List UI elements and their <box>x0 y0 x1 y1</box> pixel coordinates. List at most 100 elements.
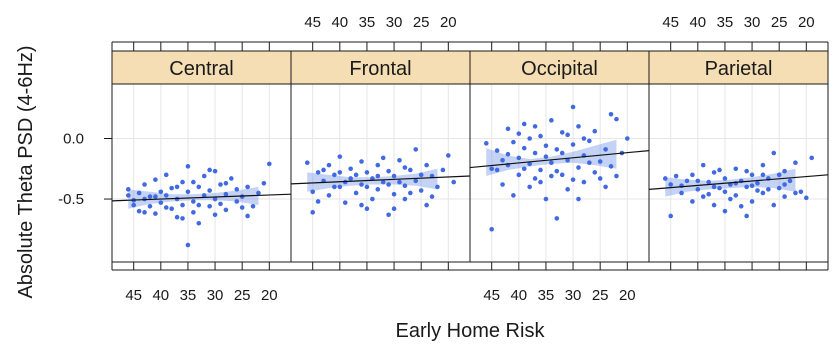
data-point <box>218 182 223 187</box>
x-tick-label: 30 <box>207 287 224 304</box>
data-point <box>386 168 391 174</box>
data-point <box>342 200 348 205</box>
data-point <box>446 153 451 158</box>
data-point <box>364 184 370 190</box>
data-point <box>153 194 158 199</box>
data-point <box>158 189 164 195</box>
x-tick-label: 45 <box>483 287 500 304</box>
data-point <box>744 168 749 174</box>
data-point <box>511 139 516 145</box>
data-point <box>543 143 549 149</box>
data-point <box>521 166 527 172</box>
data-point <box>554 147 560 152</box>
data-point <box>429 194 435 199</box>
data-point <box>185 164 191 169</box>
data-point <box>169 206 174 212</box>
x-tick-label: 35 <box>359 14 376 31</box>
data-point <box>597 176 603 181</box>
data-point <box>592 128 598 134</box>
data-point <box>516 172 522 178</box>
data-point <box>489 227 494 232</box>
fit-line <box>469 150 650 169</box>
data-point <box>532 150 538 156</box>
data-point <box>755 180 760 186</box>
x-tick-label: 35 <box>538 287 555 304</box>
data-point <box>359 159 364 164</box>
data-point <box>722 189 728 195</box>
confidence-band <box>486 139 617 177</box>
x-axis-title: Early Home Risk <box>396 320 546 342</box>
data-point <box>554 216 560 221</box>
data-point <box>380 155 386 161</box>
x-tick-label: 25 <box>592 287 609 304</box>
data-point <box>153 177 158 182</box>
strip-label: Central <box>169 58 233 80</box>
data-point <box>511 193 516 198</box>
x-tick-label: 35 <box>180 287 197 304</box>
data-point <box>136 190 142 196</box>
data-point <box>136 208 142 214</box>
x-tick-label: 20 <box>261 287 278 304</box>
x-tick-label: 25 <box>413 14 430 31</box>
data-point <box>142 210 147 215</box>
data-point <box>397 179 402 185</box>
data-point <box>538 167 543 173</box>
data-point <box>359 182 364 187</box>
data-point <box>125 187 131 192</box>
x-tick-label: 25 <box>771 14 788 31</box>
data-point <box>191 179 196 185</box>
data-point <box>483 141 489 146</box>
data-point <box>614 173 619 179</box>
data-point <box>690 199 695 204</box>
data-point <box>326 193 332 198</box>
data-point <box>717 167 722 173</box>
data-point <box>315 199 321 204</box>
panel-central: Central 45 40 35 30 25 20 <box>111 42 292 304</box>
data-point <box>760 190 766 196</box>
data-point <box>500 182 505 187</box>
data-point <box>722 208 728 214</box>
data-point <box>142 182 147 187</box>
data-point <box>738 203 744 209</box>
data-point <box>370 176 375 181</box>
y-tick-label: -0.5 <box>58 191 84 208</box>
data-point <box>310 189 315 195</box>
data-point <box>749 172 755 178</box>
data-point <box>608 111 614 117</box>
data-point <box>782 182 787 187</box>
data-point <box>402 183 408 189</box>
data-point <box>559 150 565 156</box>
data-point <box>212 212 218 218</box>
data-point <box>711 184 717 190</box>
data-point <box>516 131 522 136</box>
strip-label: Parietal <box>705 58 773 80</box>
data-point <box>223 207 229 213</box>
data-point <box>679 190 684 196</box>
data-point <box>527 136 532 141</box>
data-point <box>375 187 381 192</box>
data-point <box>451 179 457 185</box>
data-point <box>717 185 722 191</box>
data-point <box>125 193 131 198</box>
y-axis-title: Absolute Theta PSD (4-6Hz) <box>15 45 37 298</box>
data-point <box>728 196 733 202</box>
panel-frontal: Frontal 45 40 35 30 25 20 <box>290 14 471 270</box>
data-point <box>418 172 424 178</box>
data-point <box>516 155 522 161</box>
data-point <box>196 184 202 190</box>
x-tick-label: 40 <box>510 287 527 304</box>
data-point <box>180 216 185 221</box>
plot-frame <box>111 83 292 263</box>
data-point <box>353 172 359 178</box>
x-tick-label: 45 <box>662 14 679 31</box>
data-point <box>782 168 787 174</box>
x-tick-label: 35 <box>717 14 734 31</box>
data-point <box>201 193 207 198</box>
data-point <box>749 199 755 204</box>
data-point <box>793 190 798 196</box>
data-point <box>196 220 202 226</box>
data-point <box>711 202 717 208</box>
panel-occipital: Occipital 45 40 35 30 25 20 <box>469 42 650 304</box>
data-point <box>776 185 782 191</box>
data-point <box>223 191 229 197</box>
